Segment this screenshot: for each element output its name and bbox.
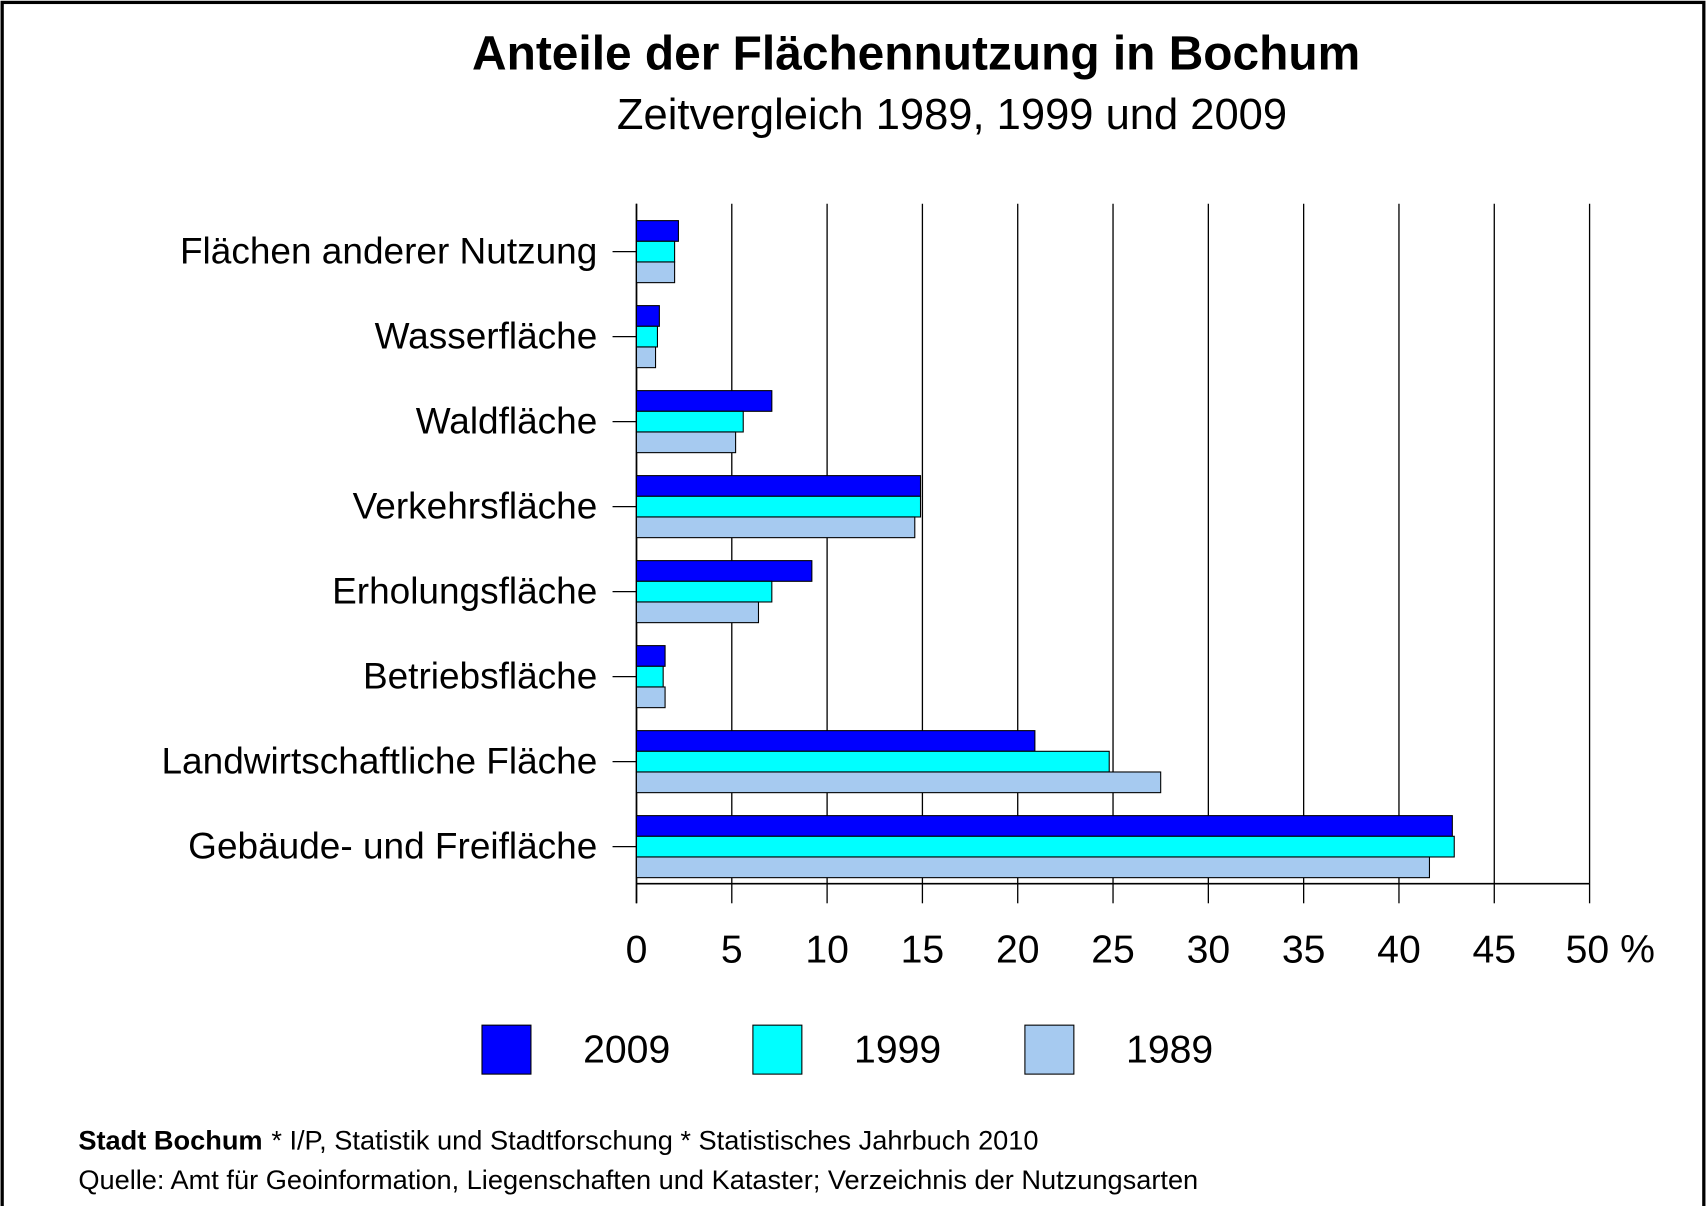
bar bbox=[635, 645, 666, 667]
y-tick-label: Betriebsfläche bbox=[363, 656, 597, 697]
footer: Stadt Bochum * I/P, Statistik und Stadtfo… bbox=[78, 1125, 1038, 1156]
y-tick-label: Gebäude- und Freifläche bbox=[188, 826, 597, 867]
y-tick-label: Landwirtschaftliche Fläche bbox=[161, 741, 597, 782]
bar bbox=[635, 410, 744, 433]
bar bbox=[635, 750, 1110, 773]
source: Quelle: Amt für Geoinformation, Liegensc… bbox=[78, 1164, 1198, 1195]
x-tick-label: 50 % bbox=[1566, 929, 1655, 972]
x-tick-label: 15 bbox=[901, 929, 945, 972]
footer-bold: Stadt Bochum bbox=[78, 1125, 262, 1156]
bar bbox=[635, 305, 660, 327]
chart-subtitle: Zeitvergleich 1989, 1999 und 2009 bbox=[617, 91, 1287, 139]
bar bbox=[635, 240, 676, 263]
x-tick-label: 40 bbox=[1377, 929, 1421, 972]
legend-swatch bbox=[752, 1024, 803, 1075]
bar bbox=[635, 220, 679, 242]
bar bbox=[635, 475, 922, 497]
x-tick-label: 45 bbox=[1472, 929, 1516, 972]
y-tick-label: Wasserfläche bbox=[375, 316, 598, 357]
bar bbox=[635, 431, 737, 454]
x-tick-label: 35 bbox=[1282, 929, 1326, 972]
y-tick-label: Flächen anderer Nutzung bbox=[180, 231, 597, 272]
bar bbox=[635, 856, 1431, 879]
x-tick-label: 10 bbox=[805, 929, 849, 972]
legend-label: 2009 bbox=[583, 1029, 670, 1072]
footer-rest: * I/P, Statistik und Stadtforschung * St… bbox=[271, 1125, 1038, 1156]
chart-title: Anteile der Flächennutzung in Bochum bbox=[472, 27, 1360, 80]
bar bbox=[635, 261, 676, 284]
bar bbox=[635, 516, 916, 539]
bar bbox=[635, 560, 813, 582]
bar bbox=[635, 325, 658, 348]
bar bbox=[635, 686, 666, 709]
bar bbox=[635, 495, 922, 518]
bar bbox=[635, 390, 773, 412]
bar bbox=[635, 815, 1453, 837]
bar bbox=[635, 665, 664, 688]
legend-label: 1999 bbox=[854, 1029, 941, 1072]
x-tick-label: 20 bbox=[996, 929, 1040, 972]
legend-swatch bbox=[1024, 1024, 1075, 1075]
bar bbox=[635, 730, 1036, 752]
x-tick-label: 5 bbox=[721, 929, 743, 972]
bar bbox=[635, 346, 657, 369]
bar bbox=[635, 580, 773, 603]
legend-label: 1989 bbox=[1126, 1029, 1213, 1072]
x-tick-label: 30 bbox=[1187, 929, 1231, 972]
legend-swatch bbox=[481, 1024, 532, 1075]
bar bbox=[635, 835, 1455, 858]
x-tick-label: 0 bbox=[626, 929, 648, 972]
bar bbox=[635, 601, 760, 624]
y-tick-label: Erholungsfläche bbox=[332, 571, 597, 612]
y-tick-label: Waldfläche bbox=[416, 401, 598, 442]
y-tick-label: Verkehrsfläche bbox=[353, 486, 598, 527]
bar bbox=[635, 771, 1162, 794]
x-tick-label: 25 bbox=[1091, 929, 1135, 972]
